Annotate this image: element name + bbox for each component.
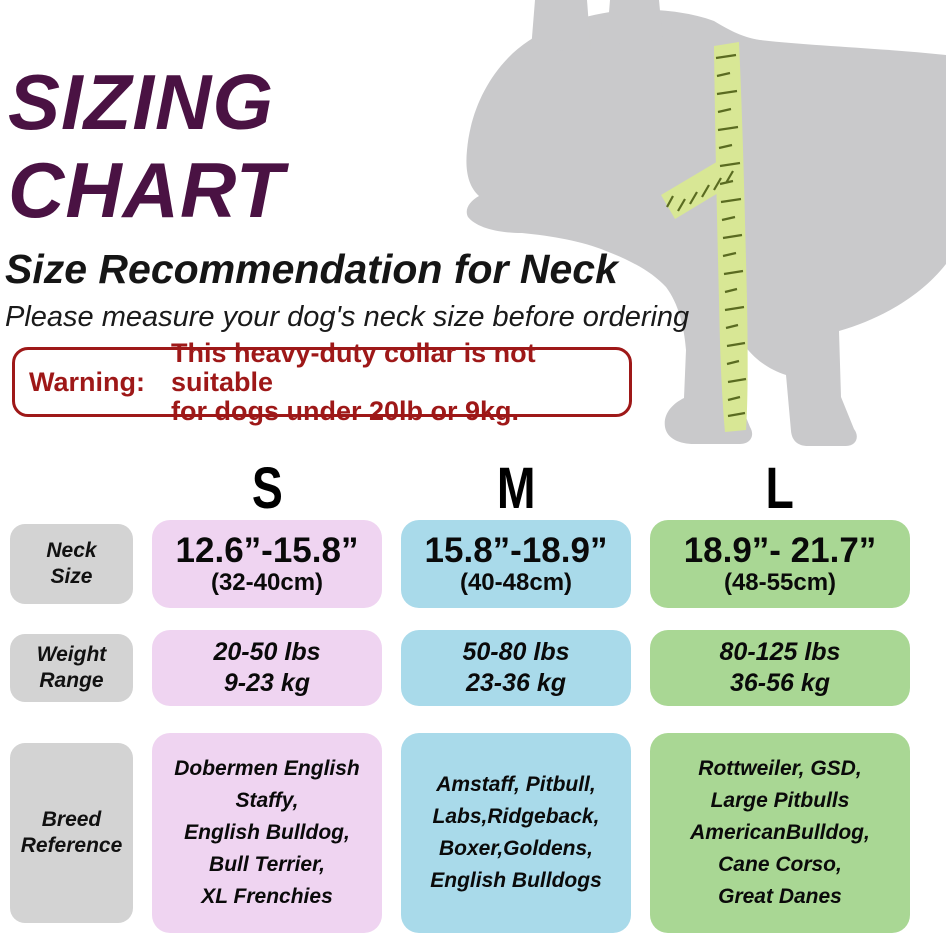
size-header-m-label: M (496, 456, 536, 521)
weight-range-row-label: Weight Range (10, 634, 133, 702)
dog-illustration (440, 0, 946, 450)
neck-size-m-cm: (40-48cm) (459, 569, 573, 596)
size-header-l-label: L (765, 456, 795, 521)
dog-ear-right-icon (606, 0, 663, 50)
neck-size-row: Neck Size 12.6”-15.8” (32-40cm) 15.8”-18… (0, 520, 946, 608)
breed-reference-row-label: Breed Reference (10, 743, 133, 923)
breed-reference-cell-s: Dobermen English Staffy, English Bulldog… (152, 733, 382, 933)
breed-reference-cell-m: Amstaff, Pitbull, Labs,Ridgeback, Boxer,… (401, 733, 631, 933)
page-subtitle: Size Recommendation for Neck (5, 246, 618, 292)
size-header-m: M (401, 458, 631, 520)
neck-size-cell-l: 18.9”- 21.7” (48-55cm) (650, 520, 910, 608)
weight-s-lbs: 20-50 lbs (213, 638, 321, 666)
neck-size-s-cm: (32-40cm) (210, 569, 324, 596)
weight-s-kg: 9-23 kg (223, 669, 311, 697)
weight-range-cell-s: 20-50 lbs 9-23 kg (152, 630, 382, 706)
dog-ear-left-icon (530, 0, 591, 62)
weight-range-cell-m: 50-80 lbs 23-36 kg (401, 630, 631, 706)
warning-label: Warning: (29, 366, 145, 397)
measuring-tape-ticks (666, 53, 747, 418)
weight-l-lbs: 80-125 lbs (719, 638, 841, 666)
size-header-s-label: S (251, 456, 283, 521)
size-header-s: S (152, 458, 382, 520)
size-header-l: L (650, 458, 910, 520)
neck-size-s-inches: 12.6”-15.8” (175, 531, 359, 570)
weight-range-cell-l: 80-125 lbs 36-56 kg (650, 630, 910, 706)
neck-size-cell-m: 15.8”-18.9” (40-48cm) (401, 520, 631, 608)
warning-text: This heavy-duty collar is not suitable f… (170, 337, 536, 426)
warning-box: Warning: This heavy-duty collar is not s… (12, 338, 632, 425)
breed-reference-row: Breed Reference Dobermen English Staffy,… (0, 733, 946, 933)
weight-m-lbs: 50-80 lbs (462, 638, 570, 666)
measure-note: Please measure your dog's neck size befo… (5, 301, 690, 333)
size-header-row: S M L (0, 458, 946, 520)
weight-m-kg: 23-36 kg (465, 669, 567, 697)
measuring-tape-diagonal (661, 154, 743, 219)
neck-size-cell-s: 12.6”-15.8” (32-40cm) (152, 520, 382, 608)
breed-list-m: Amstaff, Pitbull, Labs,Ridgeback, Boxer,… (430, 773, 602, 892)
neck-size-row-label: Neck Size (10, 524, 133, 604)
neck-size-l-cm: (48-55cm) (723, 569, 837, 596)
weight-range-row: Weight Range 20-50 lbs 9-23 kg 50-80 lbs… (0, 630, 946, 706)
sizing-table: S M L Neck Size 12.6”-15.8” (32-40cm) 15… (0, 458, 946, 933)
breed-list-l: Rottweiler, GSD, Large Pitbulls American… (690, 757, 870, 908)
weight-l-kg: 36-56 kg (729, 669, 831, 697)
breed-list-s: Dobermen English Staffy, English Bulldog… (174, 757, 360, 908)
neck-size-m-inches: 15.8”-18.9” (424, 531, 608, 570)
page-title: SIZING CHART (8, 58, 285, 234)
dog-silhouette-svg (466, 0, 946, 446)
dog-body (466, 9, 946, 446)
neck-size-l-inches: 18.9”- 21.7” (683, 531, 877, 570)
breed-reference-cell-l: Rottweiler, GSD, Large Pitbulls American… (650, 733, 910, 933)
